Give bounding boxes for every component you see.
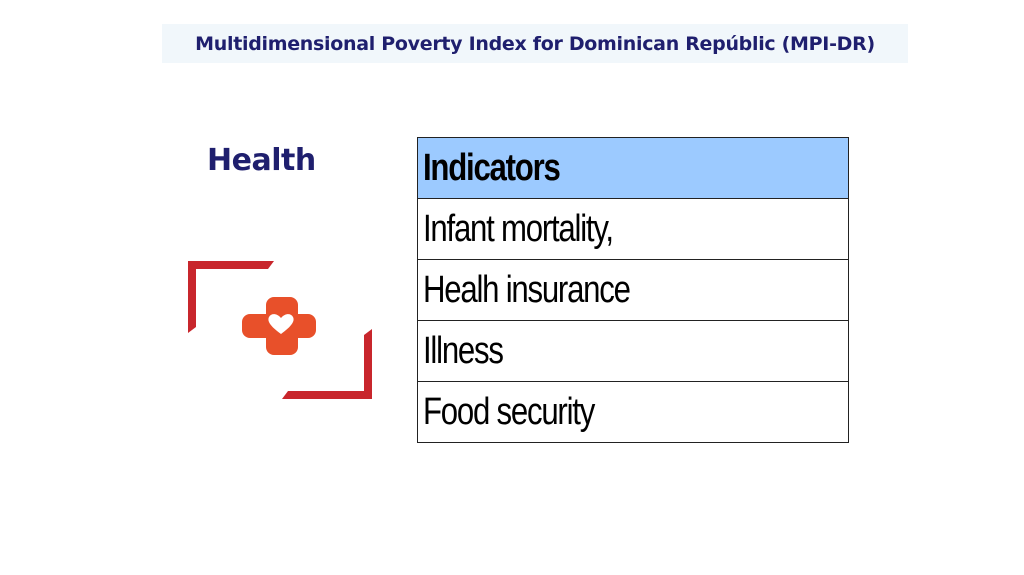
title-banner: Multidimensional Poverty Index for Domin…: [162, 24, 908, 63]
table-row: Illness: [417, 320, 849, 382]
table-cell: Illness: [417, 320, 849, 382]
page-title: Multidimensional Poverty Index for Domin…: [195, 32, 875, 55]
table-cell: Food security: [417, 381, 849, 443]
medical-cross-heart-icon: [188, 261, 372, 399]
indicator-illness: Illness: [423, 329, 504, 372]
table-row: Infant mortality,: [417, 198, 849, 260]
table-row: Food security: [417, 381, 849, 443]
table-header-cell: Indicators: [417, 137, 849, 199]
section-label-health: Health: [207, 143, 316, 178]
table-header-label: Indicators: [423, 146, 561, 189]
table-header-row: Indicators: [417, 137, 849, 199]
corner-bracket-top-left: [188, 261, 274, 333]
indicator-health-insurance: Healh insurance: [423, 268, 631, 311]
indicator-food-security: Food security: [423, 390, 595, 433]
table-row: Healh insurance: [417, 259, 849, 321]
table-cell: Healh insurance: [417, 259, 849, 321]
heart-icon: [268, 314, 294, 334]
table-cell: Infant mortality,: [417, 198, 849, 260]
indicator-infant-mortality: Infant mortality,: [423, 207, 614, 250]
corner-bracket-bottom-right: [282, 329, 372, 399]
indicators-table: Indicators Infant mortality, Healh insur…: [417, 137, 849, 443]
